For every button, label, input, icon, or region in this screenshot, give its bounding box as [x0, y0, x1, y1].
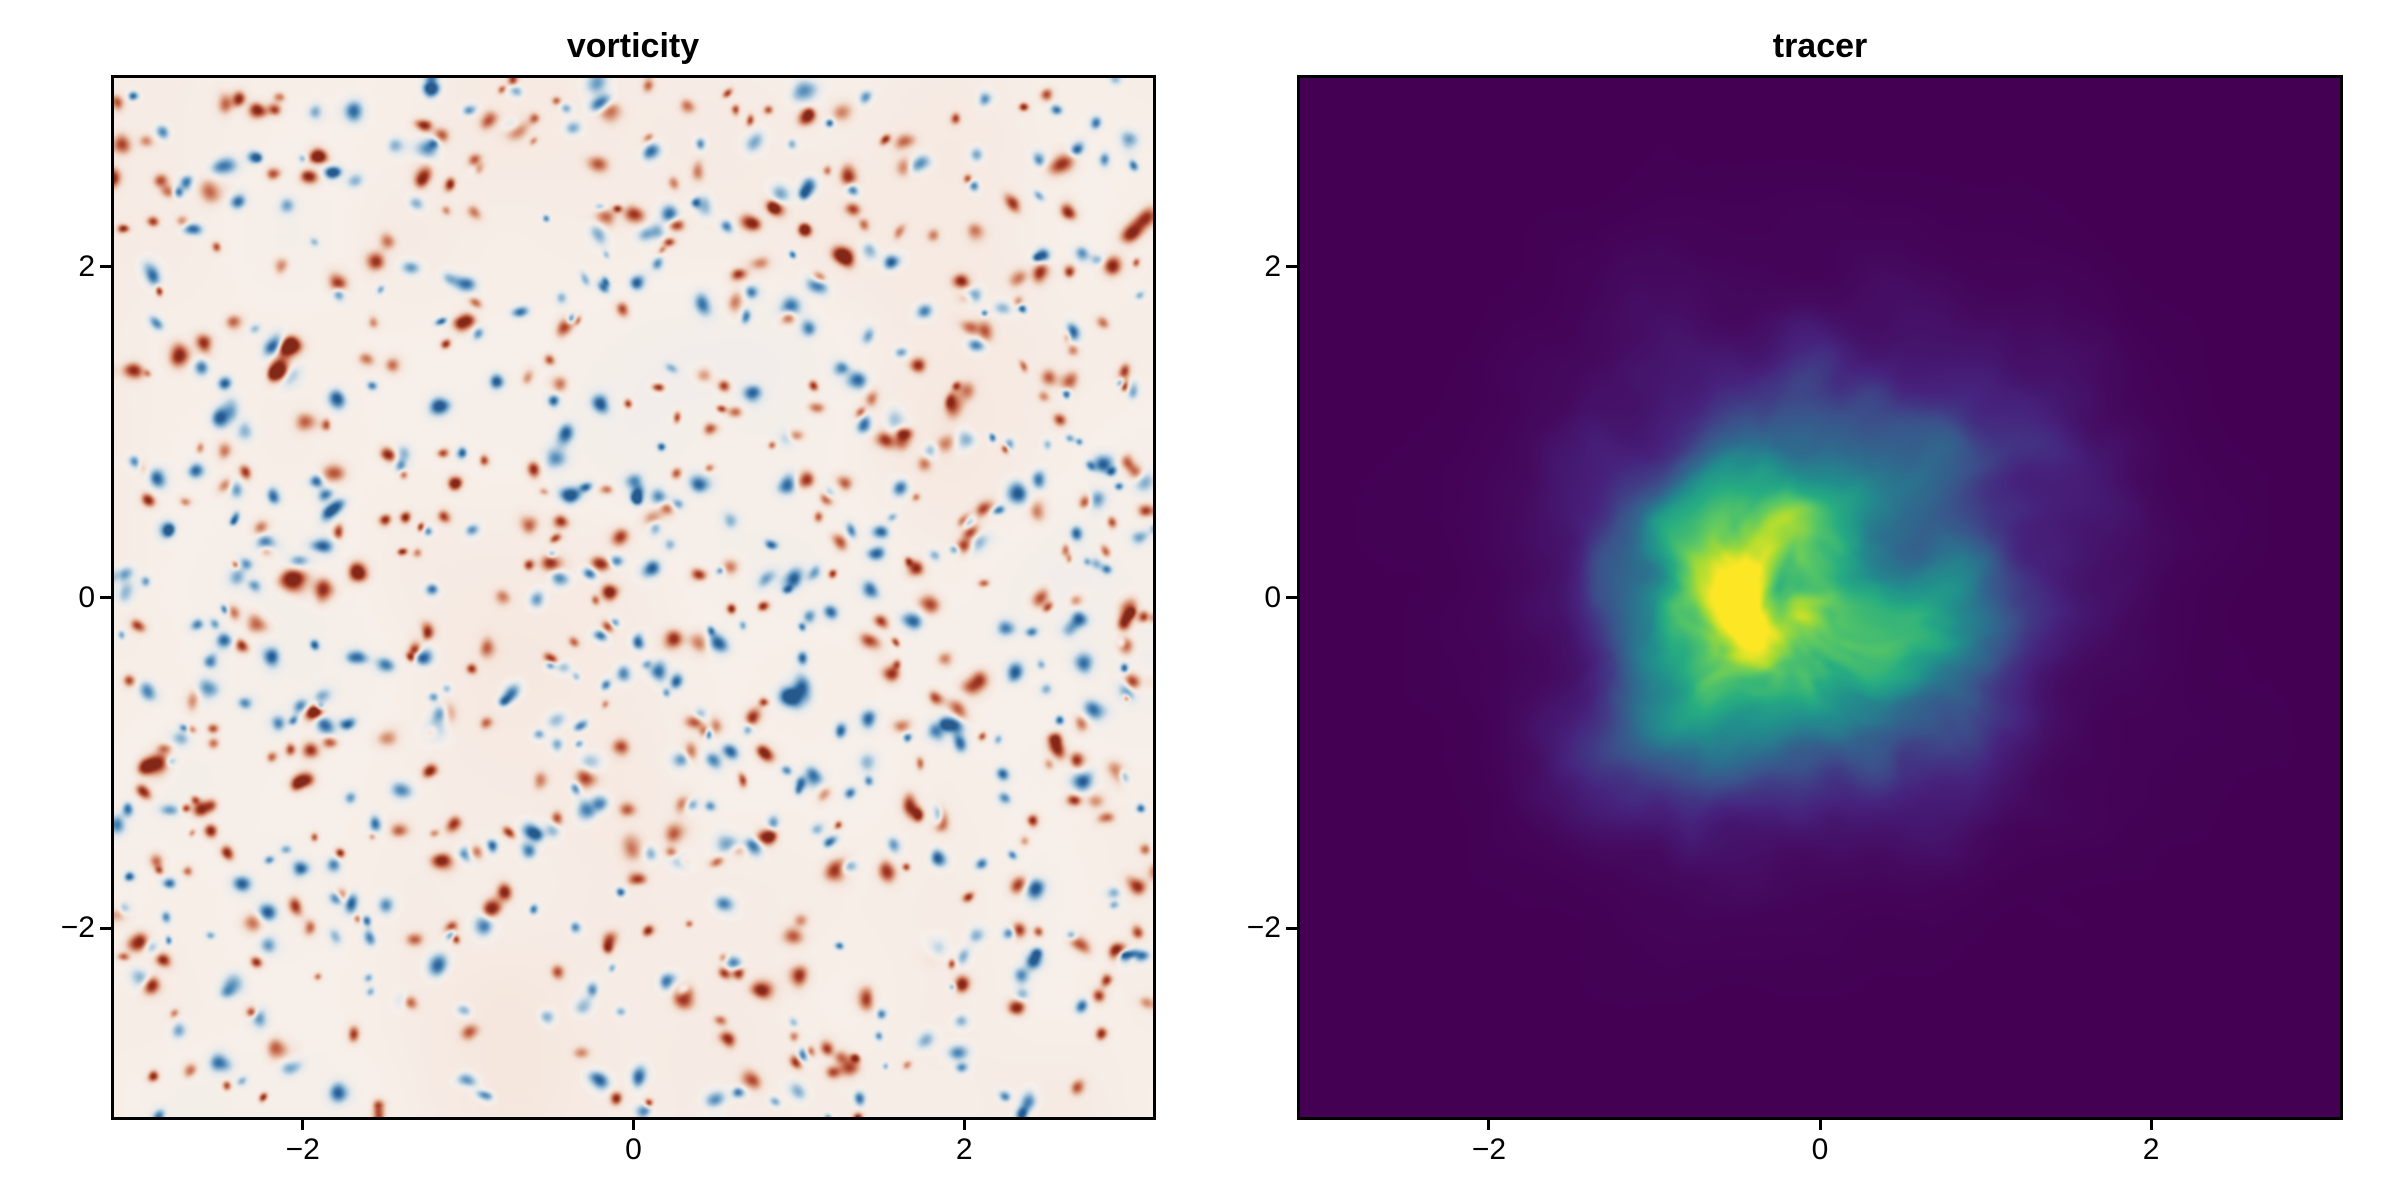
y-tick-mark — [1286, 596, 1299, 599]
tracer-plot-area — [1297, 75, 2343, 1120]
y-tick-mark — [100, 265, 113, 269]
y-tick-mark — [100, 596, 113, 599]
y-tick-label: 0 — [1264, 580, 1281, 614]
x-tick-mark — [2149, 1118, 2153, 1130]
x-tick-mark — [1487, 1118, 1491, 1130]
y-tick-label: −2 — [1246, 911, 1281, 945]
y-tick-label: 2 — [78, 249, 95, 283]
x-tick-mark — [632, 1118, 635, 1130]
x-tick-label: 0 — [1811, 1133, 1829, 1166]
x-tick-mark — [1818, 1118, 1822, 1130]
panel-title-tracer: tracer — [1772, 27, 1868, 65]
y-tick-label: 2 — [1264, 249, 1281, 283]
vorticity-plot-area — [111, 75, 1156, 1120]
x-tick-label: 2 — [2142, 1133, 2160, 1166]
x-tick-mark — [301, 1118, 305, 1130]
x-tick-mark — [962, 1118, 966, 1130]
y-tick-mark — [1286, 926, 1299, 930]
y-tick-mark — [1286, 265, 1299, 269]
x-tick-label: −2 — [285, 1133, 320, 1166]
y-tick-label: 0 — [78, 580, 95, 614]
panel-title-vorticity: vorticity — [566, 27, 700, 65]
x-tick-label: −2 — [1471, 1133, 1507, 1166]
y-tick-mark — [100, 926, 113, 930]
vorticity-heatmap-canvas — [114, 78, 1153, 1117]
tracer-heatmap-canvas — [1300, 78, 2340, 1117]
x-tick-label: 0 — [625, 1133, 642, 1166]
y-tick-label: −2 — [60, 911, 95, 945]
x-tick-label: 2 — [955, 1133, 973, 1166]
